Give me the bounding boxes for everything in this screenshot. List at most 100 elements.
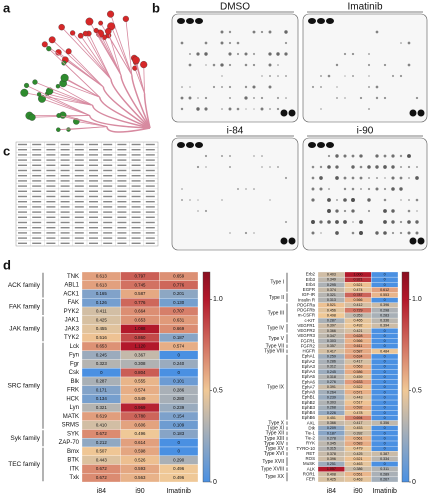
cell-value: 0 xyxy=(384,416,386,420)
grid-text xyxy=(117,242,127,244)
cell-value: 0.459 xyxy=(354,375,363,379)
cell-value: 0.283 xyxy=(380,313,389,317)
cell-value: 0 xyxy=(384,406,386,410)
grid-text xyxy=(46,185,56,187)
grid-text xyxy=(74,227,84,229)
spot xyxy=(367,63,371,67)
spot xyxy=(327,198,331,202)
row-label: EphA5 xyxy=(302,374,316,379)
row-label: VEGFR2 xyxy=(297,328,315,333)
cell-value: 0 xyxy=(384,401,386,405)
row-label: Fgr xyxy=(70,361,79,367)
spot xyxy=(276,52,280,56)
cell-value: 0.417 xyxy=(327,349,336,353)
cell-value: 0.672 xyxy=(96,475,108,480)
row-label: Erb3 xyxy=(306,277,316,282)
node xyxy=(41,41,48,48)
grid-text xyxy=(117,221,127,224)
grid-text xyxy=(131,164,141,166)
row-label: EphB6 xyxy=(302,415,316,420)
spot xyxy=(407,231,411,235)
branch xyxy=(125,18,133,76)
grid-text xyxy=(103,221,113,224)
grid-text xyxy=(60,143,70,146)
spot xyxy=(399,231,403,235)
grid-text xyxy=(18,201,27,203)
spot xyxy=(375,96,379,100)
branch xyxy=(106,126,151,133)
blot xyxy=(302,137,428,251)
spot xyxy=(180,198,184,202)
grid-text xyxy=(18,149,27,151)
cell-value: 0 xyxy=(384,395,386,399)
cell-value: 0.574 xyxy=(135,387,147,392)
node xyxy=(122,15,129,22)
cell-value: 0.245 xyxy=(327,370,336,374)
grid-text xyxy=(89,221,98,224)
row-label: ROS xyxy=(305,456,315,461)
grid-text xyxy=(145,221,155,224)
spot xyxy=(285,97,287,99)
grid-text xyxy=(131,221,141,224)
spot xyxy=(284,41,288,45)
spot xyxy=(335,176,339,180)
spot xyxy=(205,166,207,168)
spot xyxy=(359,165,363,169)
spot xyxy=(285,75,287,77)
grid-text xyxy=(103,242,113,244)
row-label: SRMS xyxy=(62,423,79,429)
grid-text xyxy=(117,169,127,172)
spot xyxy=(391,176,395,180)
spot xyxy=(177,142,185,148)
grid-text xyxy=(131,185,141,187)
column-label: Imatinib xyxy=(166,488,191,495)
spot xyxy=(244,96,248,100)
cell-value: 0 xyxy=(384,329,386,333)
spot xyxy=(253,188,255,190)
grid-text xyxy=(74,242,84,244)
branch xyxy=(58,115,108,128)
branch xyxy=(64,77,101,98)
spot xyxy=(244,231,248,235)
spot xyxy=(228,165,232,169)
spot xyxy=(252,85,256,89)
branch xyxy=(89,115,151,129)
spot xyxy=(311,187,315,191)
grid-text xyxy=(145,206,155,208)
spot xyxy=(359,176,363,180)
grid-text xyxy=(117,206,127,208)
colorbar xyxy=(401,271,410,483)
row-label: EphA6 xyxy=(302,379,316,384)
node xyxy=(55,84,61,89)
cell-value: 0.583 xyxy=(354,442,363,446)
row-label: Lck xyxy=(70,344,80,350)
spot xyxy=(327,165,331,169)
cell-value: 0.780 xyxy=(135,414,147,419)
spot xyxy=(228,30,232,34)
grid-text xyxy=(32,216,42,218)
cell-value: 0.571 xyxy=(354,390,363,394)
group-label: Type I xyxy=(270,280,284,286)
cell-value: 0.323 xyxy=(96,361,108,366)
group-label: Type VIII xyxy=(264,349,284,355)
grid-text xyxy=(89,143,98,146)
grid-text xyxy=(74,143,84,146)
branch xyxy=(99,97,151,129)
grid-text xyxy=(103,169,113,172)
spot xyxy=(277,64,279,66)
grid-text xyxy=(18,154,27,156)
spot xyxy=(343,209,347,213)
row-label: EphA7 xyxy=(302,384,316,389)
grid-text xyxy=(32,180,42,182)
spot xyxy=(351,176,355,180)
grid-text xyxy=(18,185,27,187)
row-label: ABL1 xyxy=(64,283,79,289)
grid-text xyxy=(89,154,98,156)
grid-text xyxy=(131,201,141,203)
grid-text xyxy=(60,206,70,208)
grid-text xyxy=(18,143,27,146)
cell-value: 0.521 xyxy=(354,457,363,461)
spot xyxy=(204,96,208,100)
spot xyxy=(186,142,194,148)
